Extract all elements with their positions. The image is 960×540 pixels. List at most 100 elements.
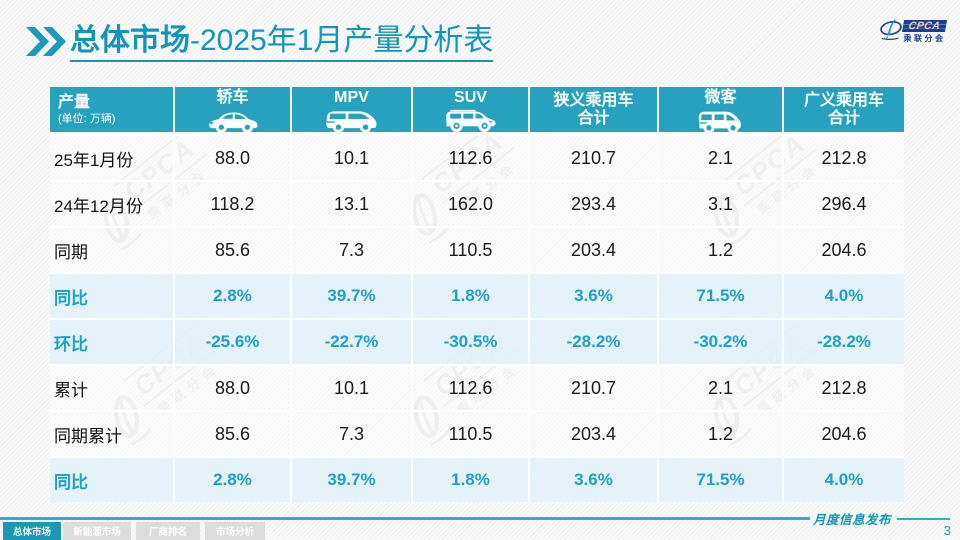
cpca-logo-subtitle: 乘联分会 [903,34,946,43]
table-cell: 203.4 [530,412,659,456]
table-cell: 1.2 [659,412,784,456]
table-row: 累计 88.0 10.1 112.6 210.7 2.1 212.8 [50,366,904,410]
table-cell: 1.2 [659,228,784,272]
production-table: 产量 (单位: 万辆) 轿车 MPV SUV 狭义乘用车 合计 微客 广义乘用 [50,87,904,502]
table-cell: 7.3 [292,228,413,272]
footer-tab[interactable]: 新能源市场 [63,522,131,540]
table-cell: 118.2 [175,182,292,226]
cpca-logo-acronym: CPCA [907,20,942,32]
table-cell: 2.1 [659,136,784,180]
title-primary: 总体市场 [70,24,190,57]
sedan-car-icon [207,108,259,133]
table-row: 同期 85.6 7.3 110.5 203.4 1.2 204.6 [50,228,904,272]
suv-car-icon [443,108,499,133]
header-label: 微客 [704,88,737,106]
table-cell: 162.0 [413,182,530,226]
table-cell: 3.1 [659,182,784,226]
table-cell: 112.6 [413,136,530,180]
table-cell: -28.2% [784,320,904,364]
table-cell: 212.8 [784,366,904,410]
table-cell: 39.7% [292,274,413,318]
footer-right: 月度信息发布 [812,511,892,527]
cpca-swoosh-icon [880,19,902,41]
table-cell: -25.6% [175,320,292,364]
footer-tab[interactable]: 总体市场 [3,522,61,540]
table-cell: 2.8% [175,274,292,318]
table-cell: 203.4 [530,228,659,272]
table-cell: 88.0 [175,366,292,410]
table-cell: 88.0 [175,136,292,180]
table-cell: 10.1 [292,136,413,180]
footer-script-label: 月度信息发布 [812,512,891,527]
header-cell-product: 产量 (单位: 万辆) [50,87,175,132]
mpv-car-icon [324,108,380,133]
row-label: 环比 [50,320,175,364]
table-cell: 1.8% [413,458,530,502]
header-label: MPV [334,88,369,106]
cpca-logo-text: CPCA 乘联分会 [901,17,948,44]
header-product-title: 产量 [58,93,91,111]
table-row: 环比 -25.6% -22.7% -30.5% -28.2% -30.2% -28.2% [50,320,904,364]
table-cell: 4.0% [784,458,904,502]
header-cell: MPV [292,87,413,133]
table-cell: 7.3 [292,412,413,456]
header-label: SUV [454,88,487,106]
title-block: 总体市场-2025年1月产量分析表 [26,24,494,62]
table-row: 25年1月份 88.0 10.1 112.6 210.7 2.1 212.8 [50,136,904,180]
table-cell: 13.1 [292,182,413,226]
table-cell: -28.2% [530,320,659,364]
header-cell: 轿车 [175,87,292,133]
row-label: 同比 [50,274,175,318]
table-cell: 212.8 [784,136,904,180]
table-cell: 3.6% [530,274,659,318]
header-cell: 广义乘用车 合计 [784,87,904,132]
row-label: 25年1月份 [50,136,175,180]
cpca-logo-box: CPCA [901,20,948,32]
row-label: 同比 [50,458,175,502]
row-label: 24年12月份 [50,182,175,226]
microvan-car-icon [696,108,746,133]
header-label-line2: 合计 [827,109,860,127]
table-header-row: 产量 (单位: 万辆) 轿车 MPV SUV 狭义乘用车 合计 微客 广义乘用 [50,87,904,133]
table-cell: 2.1 [659,366,784,410]
table-cell: 110.5 [413,412,530,456]
header-cell: 狭义乘用车 合计 [530,87,659,132]
table-cell: 85.6 [175,228,292,272]
table-cell: 4.0% [784,274,904,318]
table-cell: 1.8% [413,274,530,318]
footer-tab[interactable]: 厂商排名 [136,522,200,540]
table-cell: 2.8% [175,458,292,502]
double-chevron-icon [26,27,66,56]
table-cell: 204.6 [784,412,904,456]
header-label: 广义乘用车 [803,91,884,109]
header-label: 狭义乘用车 [553,91,634,109]
header-label-line2: 合计 [577,109,610,127]
table-cell: 204.6 [784,228,904,272]
footer-accent-line-right [897,517,950,520]
cpca-logo: CPCA 乘联分会 [879,17,949,44]
table-row: 同比 2.8% 39.7% 1.8% 3.6% 71.5% 4.0% [50,458,904,502]
table-row: 24年12月份 118.2 13.1 162.0 293.4 3.1 296.4 [50,182,904,226]
table-row: 同比 2.8% 39.7% 1.8% 3.6% 71.5% 4.0% [50,274,904,318]
table-cell: 3.6% [530,458,659,502]
table-cell: 210.7 [530,136,659,180]
slide-title: 总体市场-2025年1月产量分析表 [70,24,494,62]
table-cell: 110.5 [413,228,530,272]
table-row: 同期累计 85.6 7.3 110.5 203.4 1.2 204.6 [50,412,904,456]
row-label: 同期累计 [50,412,175,456]
footer-tab[interactable]: 市场分析 [205,522,265,540]
table-cell: 210.7 [530,366,659,410]
table-cell: 71.5% [659,274,784,318]
footer-accent-line [0,517,810,520]
table-cell: 293.4 [530,182,659,226]
table-cell: 85.6 [175,412,292,456]
table-cell: 39.7% [292,458,413,502]
row-label: 同期 [50,228,175,272]
footer-nav-tabs: 总体市场 新能源市场 厂商排名 市场分析 [0,522,960,540]
table-cell: -22.7% [292,320,413,364]
table-cell: 296.4 [784,182,904,226]
table-cell: 112.6 [413,366,530,410]
table-cell: -30.2% [659,320,784,364]
page-number: 3 [943,523,951,538]
